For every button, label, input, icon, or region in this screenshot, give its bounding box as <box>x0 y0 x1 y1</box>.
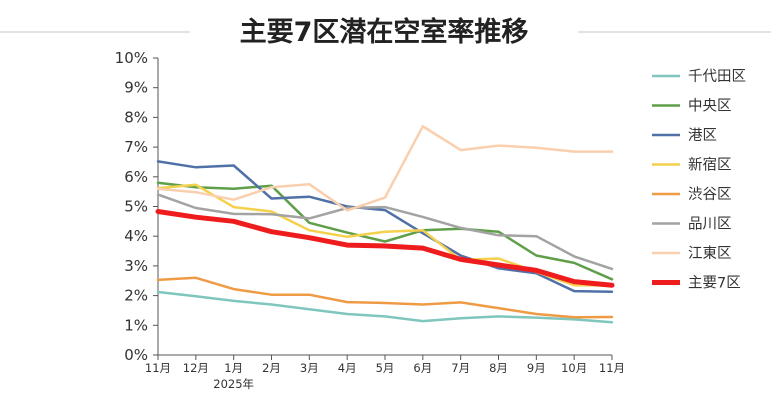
x-tick-label: 7月 <box>451 361 470 375</box>
x-tick-label: 5月 <box>376 361 395 375</box>
y-axis: 0% 1% 2% 3% 4% 5% 6% 7% 8% 9% 10% <box>115 49 159 364</box>
x-tick-label: 12月 <box>183 361 209 375</box>
series-line-4 <box>156 276 614 319</box>
y-tick-label: 0% <box>124 346 148 364</box>
x-year-label: 2025年 <box>213 377 254 391</box>
y-tick-label: 2% <box>124 287 148 305</box>
x-tick-label: 8月 <box>489 361 508 375</box>
series-line-6 <box>156 125 614 212</box>
x-tick-label: 4月 <box>338 361 357 375</box>
series-line-2 <box>156 160 614 293</box>
x-tick-label: 10月 <box>561 361 587 375</box>
legend-label: 中央区 <box>688 98 732 115</box>
chart-title: 主要7区潜在空室率推移 <box>240 16 529 48</box>
x-tick-label: 9月 <box>527 361 546 375</box>
series-line-0 <box>156 290 614 324</box>
y-tick-label: 3% <box>124 257 148 275</box>
legend-label: 江東区 <box>688 245 732 262</box>
legend-label: 港区 <box>688 127 717 144</box>
legend-label: 品川区 <box>688 216 732 233</box>
legend-label: 千代田区 <box>688 68 746 85</box>
x-tick-label: 3月 <box>300 361 319 375</box>
y-tick-label: 5% <box>124 198 148 216</box>
y-tick-label: 1% <box>124 316 148 334</box>
y-tick-label: 9% <box>124 79 148 97</box>
legend-label: 新宿区 <box>688 157 732 174</box>
x-tick-label: 6月 <box>413 361 432 375</box>
x-tick-label: 11月 <box>599 361 625 375</box>
legend-label: 渋谷区 <box>688 186 732 203</box>
x-tick-label: 11月 <box>145 361 171 375</box>
x-axis: 11月 12月 1月 2025年 2月 3月 4月 5月 6月 7月 8月 9月 10月 11月 <box>145 354 625 391</box>
x-tick-label: 2月 <box>262 361 281 375</box>
y-tick-label: 7% <box>124 138 148 156</box>
y-tick-label: 10% <box>115 49 148 67</box>
y-tick-label: 4% <box>124 227 148 245</box>
x-tick-label: 1月 <box>224 361 243 375</box>
y-tick-label: 8% <box>124 108 148 126</box>
series-line-1 <box>156 181 614 281</box>
y-tick-label: 6% <box>124 168 148 186</box>
series-line-5 <box>156 193 614 271</box>
series-lines <box>155 125 615 324</box>
series-line-7 <box>155 209 615 288</box>
legend-label: 主要7区 <box>688 275 741 292</box>
